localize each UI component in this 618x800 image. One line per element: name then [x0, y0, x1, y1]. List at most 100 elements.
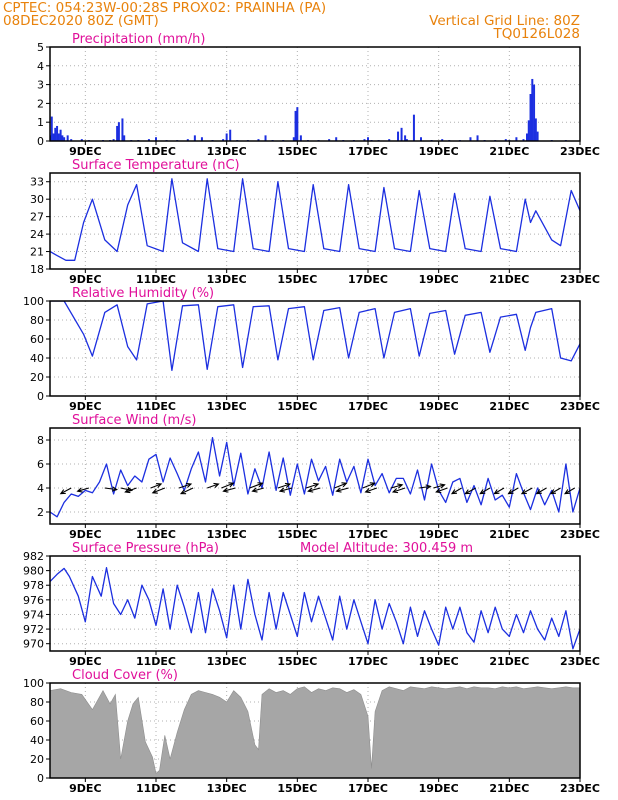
precip-bar	[63, 137, 66, 141]
precip-bar	[112, 139, 115, 141]
wind-arrow-shaft	[362, 482, 375, 489]
precip-bar	[522, 139, 525, 141]
precip-xtick-label: 21DEC	[489, 145, 529, 158]
wind-title: Surface Wind (m/s)	[72, 413, 196, 428]
rh-xtick-label: 11DEC	[136, 400, 176, 413]
temp-xtick-label: 13DEC	[207, 273, 247, 286]
wind-arrow-head	[213, 482, 220, 488]
wind-arrow-shaft	[494, 487, 505, 495]
wind-xtick-label: 19DEC	[419, 528, 459, 541]
temp-ytick-label: 27	[30, 211, 44, 224]
temp-xtick-label: 15DEC	[277, 273, 317, 286]
precip-title: Precipitation (mm/h)	[72, 32, 205, 47]
cloud-cover-area	[50, 686, 580, 778]
precip-bar	[469, 137, 472, 141]
precip-bar	[61, 135, 64, 141]
pres-xtick-label: 9DEC	[69, 655, 101, 668]
precip-bar	[504, 139, 507, 141]
precip-ytick-label: 4	[37, 60, 44, 73]
wind-xtick-label: 13DEC	[207, 528, 247, 541]
wind-arrow-shaft	[77, 487, 90, 492]
precip-bar	[441, 139, 444, 141]
pres-ytick-label: 970	[23, 638, 44, 651]
precip-bar	[66, 135, 69, 141]
wind-arrow-head	[397, 483, 404, 489]
precip-bar	[328, 139, 331, 141]
precip-plot-area	[50, 78, 567, 141]
pres-xtick-label: 19DEC	[419, 655, 459, 668]
temp-ytick-label: 21	[30, 246, 44, 259]
rh-ytick-label: 0	[37, 390, 44, 403]
precip-xtick-label: 17DEC	[348, 145, 388, 158]
cloud-title: Cloud Cover (%)	[72, 668, 178, 683]
wind-arrow-shaft	[451, 487, 462, 495]
precip-frame	[49, 46, 581, 142]
precip-bar	[70, 139, 73, 141]
precip-bar	[534, 118, 537, 141]
pres-ytick-label: 980	[23, 565, 44, 578]
cloud-xtick-label: 23DEC	[560, 782, 600, 795]
precip-bar	[193, 135, 196, 141]
precip-bar	[536, 131, 539, 141]
precip-xtick-label: 11DEC	[136, 145, 176, 158]
temp-xtick-label: 17DEC	[348, 273, 388, 286]
temp-xtick-label: 9DEC	[69, 273, 101, 286]
cloud-ytick-label: 80	[30, 696, 44, 709]
wind-arrow-shaft	[180, 487, 194, 495]
wind-series-line	[50, 436, 580, 518]
cloud-xtick-label: 13DEC	[207, 782, 247, 795]
rh-xtick-label: 13DEC	[207, 400, 247, 413]
precip-bar	[57, 133, 60, 141]
precip-bar	[363, 139, 366, 141]
header-model-id: TQ0126L028	[492, 26, 580, 42]
wind-ytick-label: 2	[37, 506, 44, 519]
wind-arrow-head	[257, 482, 264, 488]
cloud-xtick-label: 21DEC	[489, 782, 529, 795]
wind-arrow-head	[520, 489, 527, 495]
precip-bar	[257, 139, 260, 141]
rh-xtick-label: 17DEC	[348, 400, 388, 413]
pres-series-line	[50, 567, 580, 650]
wind-arrow-head	[251, 487, 258, 493]
wind-arrow-head	[450, 489, 458, 495]
wind-arrow-shaft	[305, 483, 319, 489]
precip-bar	[59, 129, 62, 141]
wind-arrow-head	[341, 482, 348, 488]
pres-title: Surface Pressure (hPa)	[72, 541, 219, 556]
precip-bar	[400, 127, 403, 141]
rh-ytick-label: 100	[23, 295, 44, 308]
wind-arrow-head	[464, 489, 471, 495]
wind-arrow-shaft	[521, 487, 533, 495]
wind-arrow-shaft	[334, 482, 347, 489]
precip-xtick-label: 13DEC	[207, 145, 247, 158]
pres-plot-area	[50, 567, 580, 650]
wind-xtick-label: 21DEC	[489, 528, 529, 541]
temp-ytick-label: 30	[30, 193, 44, 206]
cloud-xtick-label: 19DEC	[419, 782, 459, 795]
wind-arrow-shaft	[336, 487, 349, 492]
wind-arrow-head	[151, 488, 158, 494]
precip-bar	[54, 127, 57, 141]
temp-ytick-label: 24	[30, 228, 44, 241]
wind-arrow-head	[228, 482, 235, 488]
temp-xtick-label: 23DEC	[560, 273, 600, 286]
wind-plot-area	[50, 436, 580, 518]
precip-bar	[412, 114, 415, 141]
wind-arrow-shaft	[365, 487, 378, 493]
rh-title: Relative Humidity (%)	[72, 286, 214, 301]
wind-arrow-head	[307, 487, 314, 493]
wind-arrow-shaft	[465, 487, 477, 495]
wind-arrow-head	[364, 488, 371, 494]
rh-ytick-label: 40	[30, 352, 44, 365]
pres-xtick-label: 21DEC	[489, 655, 529, 668]
precip-bar	[404, 135, 407, 141]
rh-plot-area	[50, 301, 580, 372]
pres-xtick-label: 23DEC	[560, 655, 600, 668]
wind-arrow-head	[284, 482, 292, 488]
wind-arrow-shaft	[221, 482, 234, 489]
wind-arrow-head	[335, 487, 342, 493]
precip-ytick-label: 3	[37, 79, 44, 92]
precip-bar	[292, 137, 295, 141]
